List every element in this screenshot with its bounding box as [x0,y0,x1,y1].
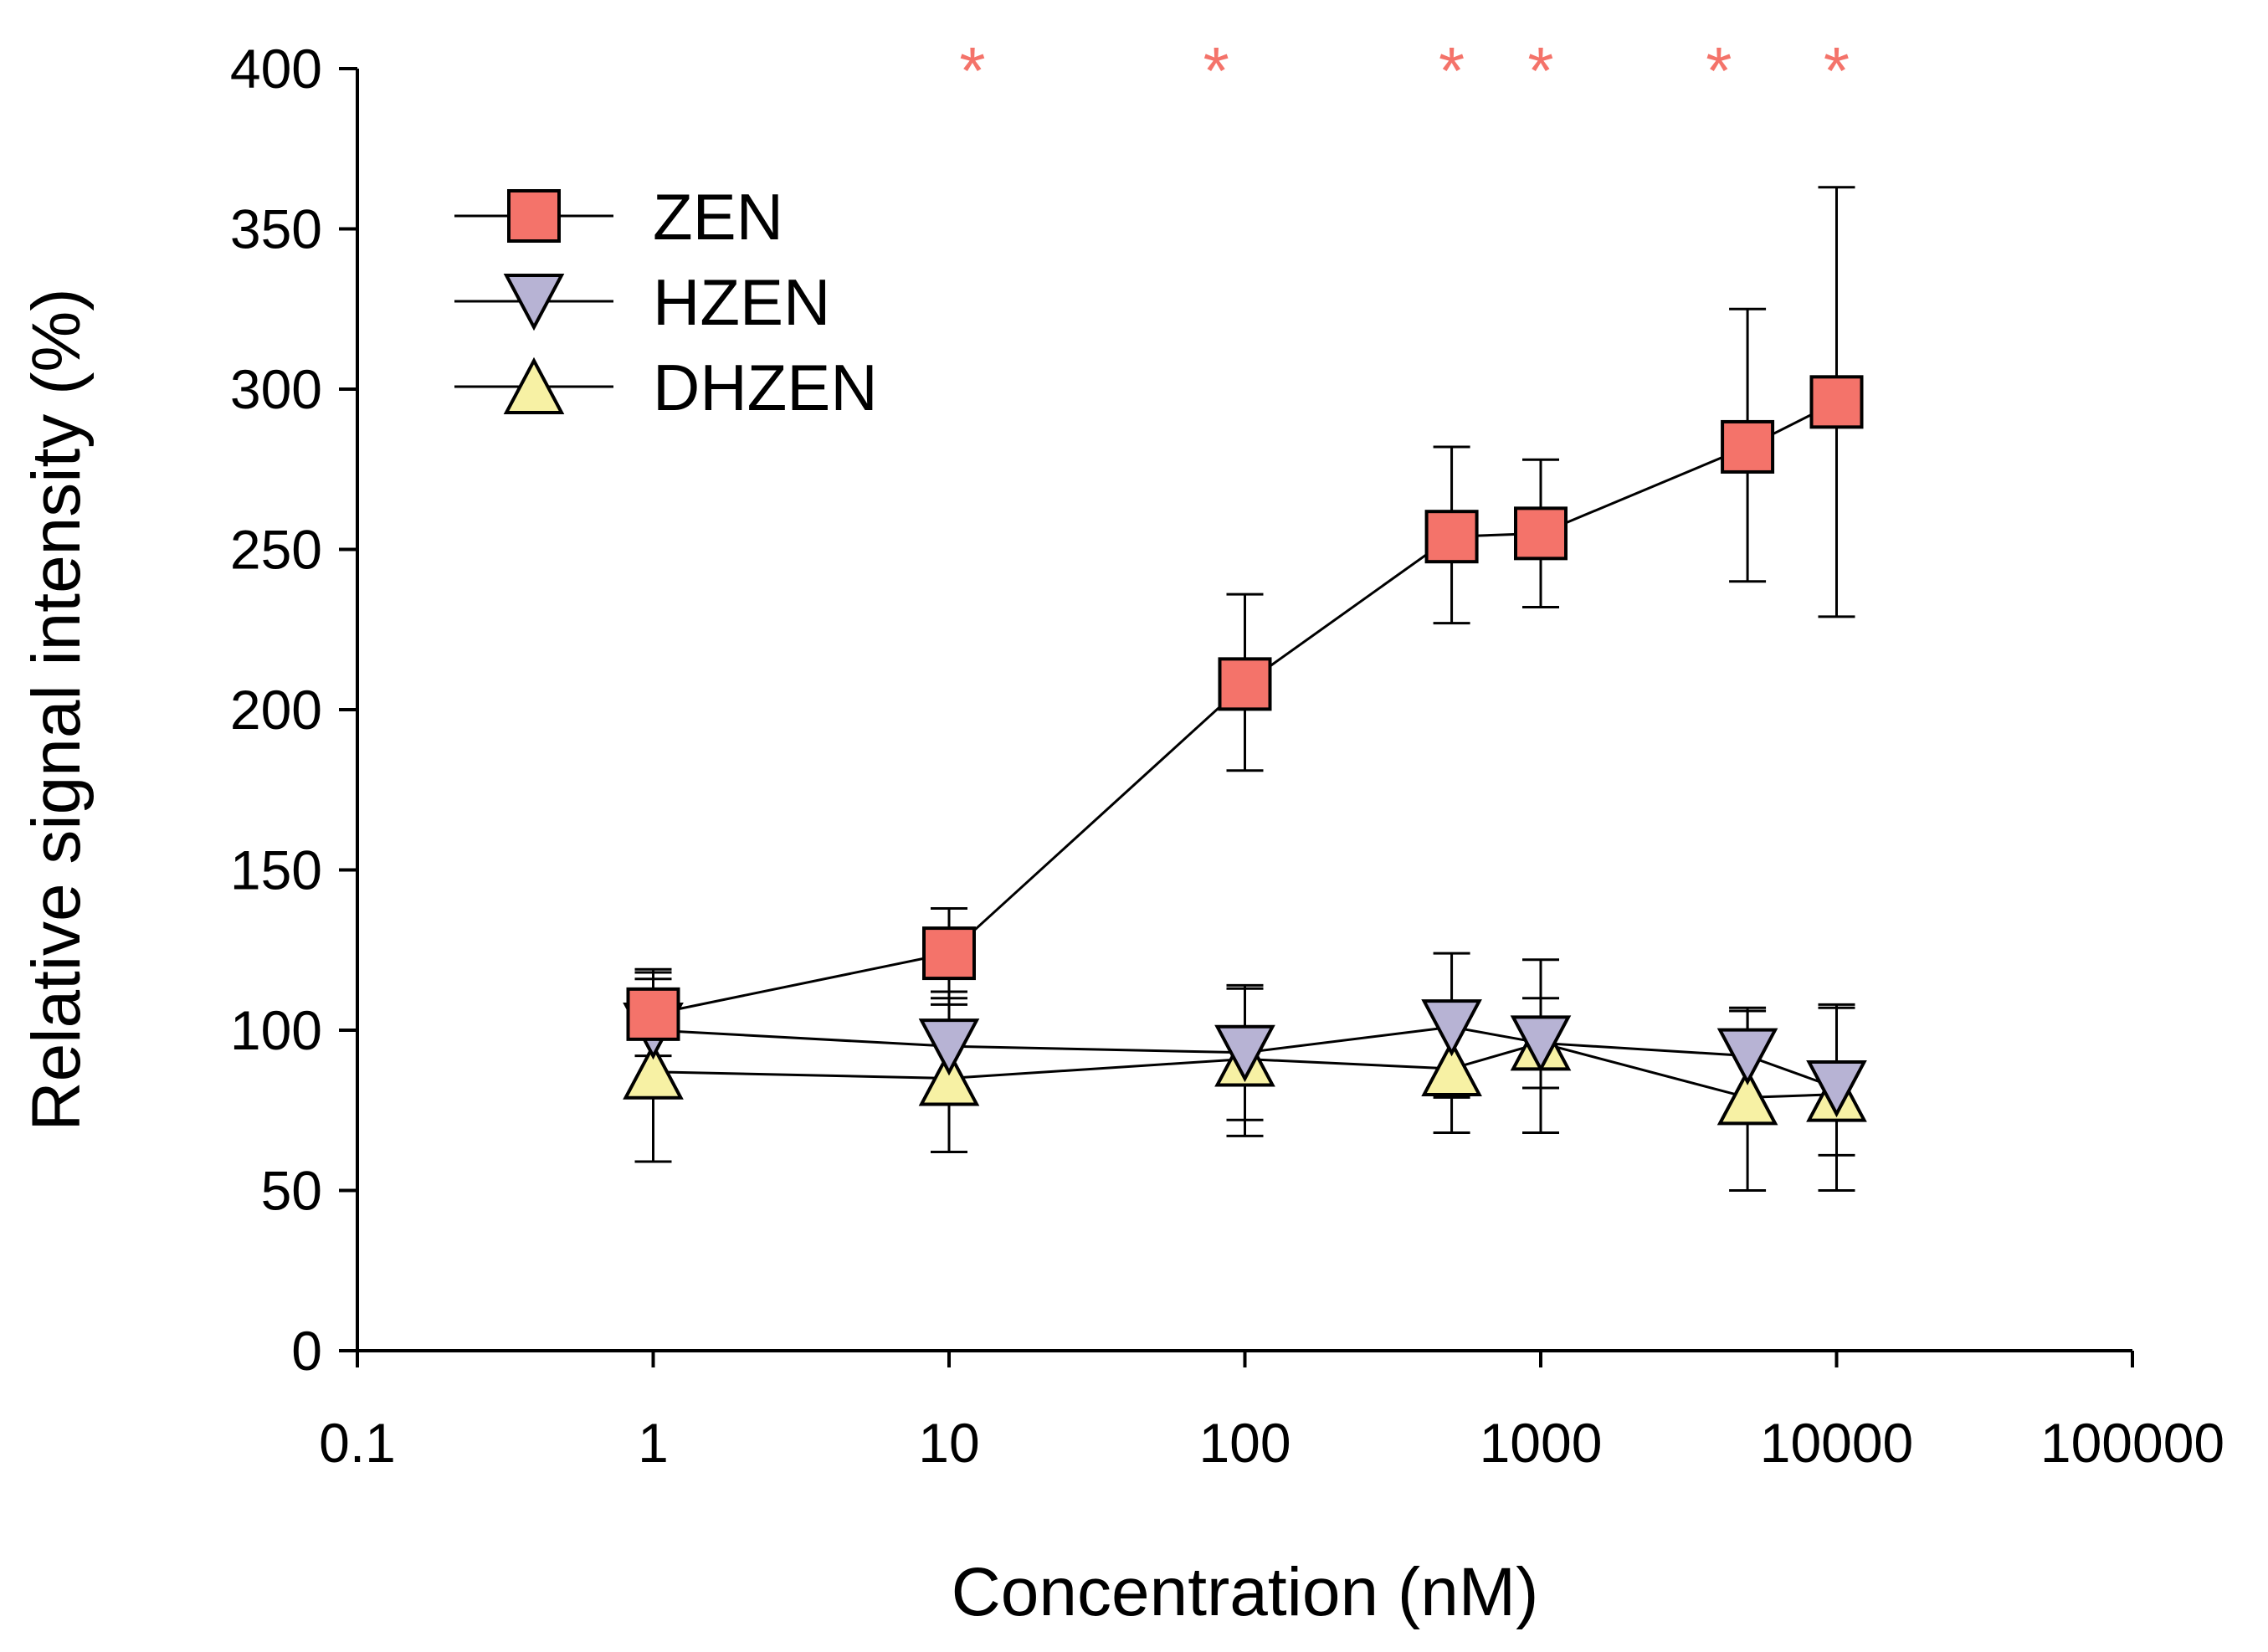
x-tick-label: 1 [638,1412,669,1474]
hzen-point [1716,1028,1778,1085]
y-tick-label: 150 [230,839,322,901]
dhzen-point [623,1042,684,1100]
legend-label-zen: ZEN [653,180,783,254]
dhzen-point [1421,1039,1482,1096]
zen-point [922,926,976,981]
significance-asterisk: * [959,33,985,108]
zen-point [1809,375,1864,429]
y-tick-label: 50 [261,1160,322,1222]
x-tick-label: 1000 [1480,1412,1603,1474]
x-tick-label: 0.1 [319,1412,396,1474]
dhzen-point [1716,1068,1778,1126]
zen-point [1424,510,1479,564]
y-tick-label: 200 [230,679,322,741]
y-tick-label: 0 [291,1320,322,1382]
x-tick-label: 10 [918,1412,979,1474]
legend-label-hzen: HZEN [653,265,830,339]
hzen-point [1510,1015,1572,1073]
zen-point [1721,419,1775,474]
hzen-point [1421,999,1482,1057]
dhzen-point [918,1049,980,1106]
zen-point [626,987,680,1041]
zen-point [1514,506,1568,561]
legend-marker-zen [507,189,561,243]
x-tick-label: 100000 [2040,1412,2224,1474]
hzen-point [918,1018,980,1076]
zen-point [1218,657,1272,711]
legend-marker-hzen [503,274,565,331]
x-axis-title: Concentration (nM) [952,1554,1539,1630]
x-tick-label: 100 [1198,1412,1291,1474]
legend: ZEN HZEN DHZEN [454,180,878,424]
series-markers [623,375,1867,1126]
significance-asterisk: * [1706,33,1732,108]
significance-marks: * * * * * * [959,33,1850,108]
y-tick-label: 300 [230,358,322,420]
hzen-point [1214,1024,1275,1083]
significance-asterisk: * [1439,33,1465,108]
y-tick-label: 400 [230,38,322,100]
hzen-point [1806,1059,1867,1118]
legend-marker-dhzen [503,357,565,414]
axes: 0 50 100 150 200 250 300 350 400 0.1 1 10 100 1000 100… [18,38,2224,1630]
legend-label-dhzen: DHZEN [653,351,878,424]
y-tick-label: 100 [230,999,322,1061]
y-axis-title: Relative signal intensity (%) [18,288,95,1131]
significance-asterisk: * [1527,33,1553,108]
y-tick-label: 350 [230,198,322,260]
significance-asterisk: * [1203,33,1229,108]
x-tick-label: 10000 [1760,1412,1914,1474]
y-tick-label: 250 [230,519,322,581]
significance-asterisk: * [1824,33,1850,108]
